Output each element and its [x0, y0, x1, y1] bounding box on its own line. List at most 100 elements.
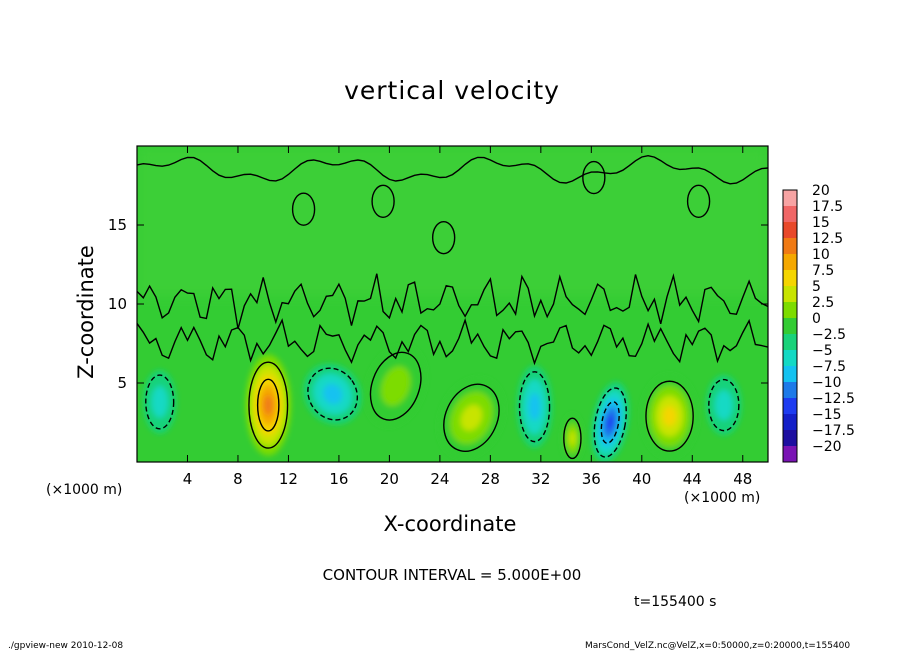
contour-line	[145, 374, 175, 430]
y-tick-label: 5	[117, 374, 127, 392]
contour-line	[686, 184, 711, 219]
cell-band	[263, 395, 273, 416]
velocity-cell	[438, 378, 504, 458]
colorbar-swatch	[783, 190, 797, 207]
colorbar-label: 20	[812, 183, 830, 199]
contour-line	[256, 378, 280, 432]
y-axis-label: Z-coordinate	[74, 245, 98, 379]
velocity-cell	[562, 414, 583, 462]
contour-line	[137, 273, 768, 329]
colorbar-swatch	[783, 398, 797, 415]
x-tick-label: 16	[329, 470, 348, 488]
cell-band	[662, 405, 677, 427]
contour-line	[431, 220, 456, 255]
cell-band	[569, 430, 576, 447]
x-tick-label: 8	[233, 470, 243, 488]
colorbar-swatch	[783, 238, 797, 255]
contour-line	[563, 417, 582, 460]
colorbar-swatch	[783, 334, 797, 351]
colorbar-swatch	[783, 286, 797, 303]
colorbar-swatch	[783, 446, 797, 463]
y-axis-ticks: 5 10 15	[108, 216, 768, 392]
x-axis-unit-right: (×1000 m)	[684, 490, 761, 506]
contour-line	[645, 380, 694, 452]
velocity-cell	[641, 375, 698, 458]
x-tick-label: 24	[430, 470, 449, 488]
contour-line	[137, 154, 768, 185]
colorbar-label: −2.5	[812, 327, 846, 343]
colorbar-swatch	[783, 254, 797, 271]
cell-band	[528, 393, 541, 421]
colorbar-label: 15	[812, 215, 830, 231]
velocity-cells	[143, 346, 742, 462]
colorbar-swatch	[783, 206, 797, 223]
colorbar-label: 7.5	[812, 263, 834, 279]
x-tick-label: 4	[183, 470, 193, 488]
x-tick-label: 20	[380, 470, 399, 488]
x-tick-label: 44	[683, 470, 702, 488]
colorbar-swatch	[783, 414, 797, 431]
x-axis-ticks: 4 8 12 16 20 24 28 32 36 40 44 48	[183, 146, 752, 488]
chart-title: vertical velocity	[344, 76, 560, 105]
contour-line	[291, 192, 316, 226]
contour-line	[371, 184, 395, 219]
colorbar-label: −17.5	[812, 423, 855, 439]
cell-band	[460, 404, 483, 431]
contour-line	[582, 160, 606, 195]
colorbar-swatch	[783, 222, 797, 239]
velocity-cell	[143, 370, 177, 434]
footer-source: MarsCond_VelZ.nc@VelZ,x=0:50000,z=0:2000…	[585, 641, 851, 651]
x-tick-label: 40	[632, 470, 651, 488]
velocity-cell	[245, 354, 291, 456]
contour-line	[307, 367, 359, 421]
x-tick-label: 32	[531, 470, 550, 488]
contour-line	[369, 351, 422, 421]
contour-line	[600, 401, 620, 444]
colorbar-swatch	[783, 366, 797, 383]
cell-band	[606, 414, 615, 431]
y-tick-label: 15	[108, 216, 127, 234]
colorbar-swatch	[783, 318, 797, 335]
x-axis-unit-left: (×1000 m)	[46, 482, 123, 498]
colorbar-label: −20	[812, 439, 842, 455]
contour-line	[593, 387, 627, 458]
velocity-cell	[303, 363, 362, 425]
x-tick-label: 48	[733, 470, 752, 488]
colorbar-label: −10	[812, 375, 842, 391]
colorbar-label: −5	[812, 343, 833, 359]
cell-band	[151, 386, 168, 418]
colorbar: 2017.51512.5107.552.50−2.5−5−7.5−10−12.5…	[782, 183, 855, 463]
x-tick-label: 28	[481, 470, 500, 488]
cell-band	[714, 390, 733, 421]
x-axis-label: X-coordinate	[383, 512, 517, 536]
x-tick-label: 12	[279, 470, 298, 488]
contour-line	[248, 361, 289, 449]
colorbar-label: −7.5	[812, 359, 846, 375]
x-tick-label: 36	[582, 470, 601, 488]
velocity-cell	[706, 375, 742, 436]
colorbar-label: 2.5	[812, 295, 834, 311]
colorbar-label: 0	[812, 311, 821, 327]
colorbar-swatch	[783, 382, 797, 399]
cell-band	[322, 383, 343, 405]
colorbar-label: 17.5	[812, 199, 843, 215]
contour-line	[708, 378, 740, 432]
contour-interval-text: CONTOUR INTERVAL = 5.000E+00	[322, 566, 582, 584]
contour-line	[137, 317, 768, 366]
colorbar-swatch	[783, 270, 797, 287]
colorbar-swatch	[783, 302, 797, 319]
colorbar-label: 12.5	[812, 231, 843, 247]
time-stamp: t=155400 s	[634, 594, 717, 610]
colorbar-swatch	[783, 350, 797, 367]
colorbar-label: 5	[812, 279, 821, 295]
upper-layer-shade	[137, 146, 768, 296]
contour-lines	[137, 154, 768, 460]
velocity-cell	[516, 365, 553, 448]
y-tick-label: 10	[108, 295, 127, 313]
colorbar-label: −12.5	[812, 391, 855, 407]
colorbar-swatch	[783, 430, 797, 447]
velocity-cell	[366, 346, 426, 426]
footer-program: ./gpview-new 2010-12-08	[8, 641, 124, 651]
colorbar-label: 10	[812, 247, 830, 263]
